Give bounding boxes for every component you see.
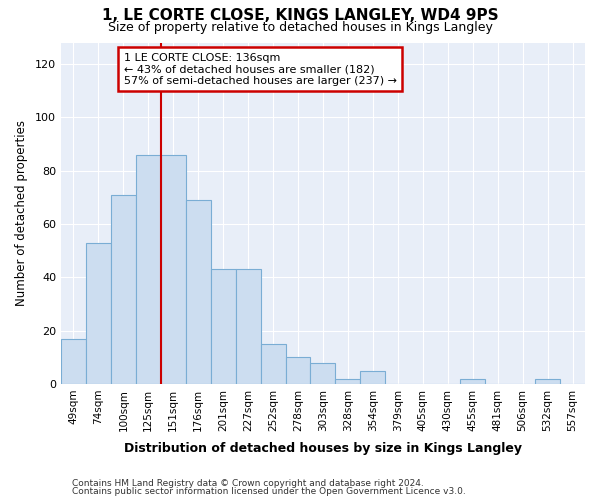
Text: Size of property relative to detached houses in Kings Langley: Size of property relative to detached ho…: [107, 22, 493, 35]
Bar: [186, 200, 211, 384]
Y-axis label: Number of detached properties: Number of detached properties: [15, 120, 28, 306]
Bar: [310, 362, 335, 384]
Bar: [61, 338, 86, 384]
Bar: [86, 242, 111, 384]
Bar: [211, 269, 236, 384]
Text: Contains HM Land Registry data © Crown copyright and database right 2024.: Contains HM Land Registry data © Crown c…: [72, 478, 424, 488]
Text: Contains public sector information licensed under the Open Government Licence v3: Contains public sector information licen…: [72, 487, 466, 496]
Bar: [260, 344, 286, 384]
X-axis label: Distribution of detached houses by size in Kings Langley: Distribution of detached houses by size …: [124, 442, 522, 455]
Text: 1 LE CORTE CLOSE: 136sqm
← 43% of detached houses are smaller (182)
57% of semi-: 1 LE CORTE CLOSE: 136sqm ← 43% of detach…: [124, 52, 397, 86]
Bar: [111, 194, 136, 384]
Bar: [460, 378, 485, 384]
Bar: [535, 378, 560, 384]
Bar: [286, 357, 310, 384]
Bar: [361, 370, 385, 384]
Bar: [161, 154, 186, 384]
Bar: [136, 154, 161, 384]
Bar: [236, 269, 260, 384]
Bar: [335, 378, 361, 384]
Text: 1, LE CORTE CLOSE, KINGS LANGLEY, WD4 9PS: 1, LE CORTE CLOSE, KINGS LANGLEY, WD4 9P…: [101, 8, 499, 22]
